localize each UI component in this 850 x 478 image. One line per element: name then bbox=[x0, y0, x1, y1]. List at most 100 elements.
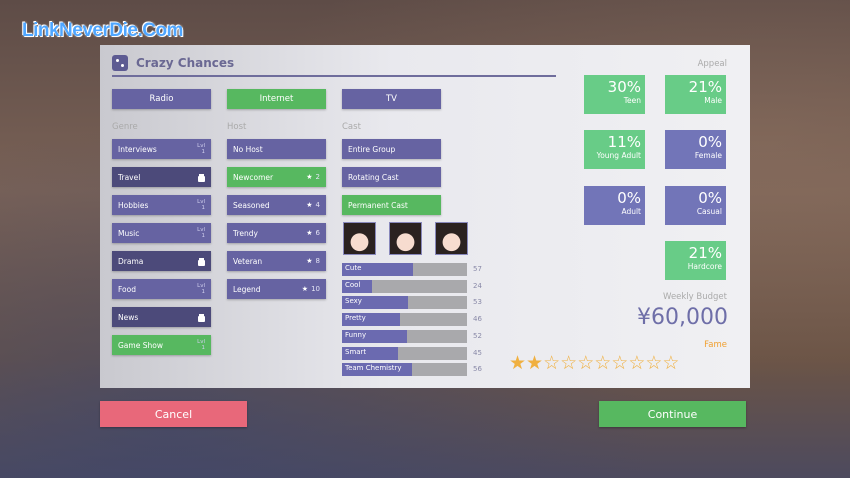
genre-label: Hobbies bbox=[118, 200, 149, 210]
continue-button[interactable]: Continue bbox=[599, 401, 746, 427]
host-label: Newcomer bbox=[233, 172, 274, 182]
tab-radio[interactable]: Radio bbox=[112, 89, 211, 109]
dice-icon bbox=[112, 55, 128, 71]
stat-bar-cute: Cute bbox=[342, 263, 467, 276]
appeal-heading: Appeal bbox=[697, 59, 727, 69]
watermark: LinkNeverDie.Com bbox=[22, 20, 183, 41]
cast-rotating-cast[interactable]: Rotating Cast bbox=[342, 167, 441, 187]
cast-portrait[interactable] bbox=[343, 222, 376, 255]
genre-meta: Lvl 1 bbox=[197, 339, 205, 351]
level-label: Lvl bbox=[197, 227, 205, 233]
stat-label: Cool bbox=[345, 280, 361, 289]
tab-internet[interactable]: Internet bbox=[227, 89, 326, 109]
stat-value: 24 bbox=[473, 281, 482, 290]
genre-game-show[interactable]: Game Show Lvl 1 bbox=[112, 335, 211, 355]
stat-value: 52 bbox=[473, 331, 482, 340]
stat-value: 57 bbox=[473, 265, 482, 273]
cast-entire-group[interactable]: Entire Group bbox=[342, 139, 441, 159]
star-icon: ★ bbox=[306, 257, 313, 265]
host-trendy[interactable]: Trendy ★ 6 bbox=[227, 223, 326, 243]
stat-label: Sexy bbox=[345, 297, 362, 306]
star-icon: ★ bbox=[306, 173, 313, 181]
stat-bar-funny: Funny bbox=[342, 329, 467, 343]
stat-value: 56 bbox=[473, 365, 482, 374]
genre-drama[interactable]: Drama bbox=[112, 251, 211, 271]
host-newcomer[interactable]: Newcomer ★ 2 bbox=[227, 167, 326, 187]
appeal-value: 0% bbox=[698, 133, 722, 151]
host-meta: ★ 6 bbox=[306, 229, 320, 237]
panel-title: Crazy Chances bbox=[112, 55, 234, 71]
genre-hobbies[interactable]: Hobbies Lvl 1 bbox=[112, 195, 211, 215]
host-heading: Host bbox=[227, 122, 247, 132]
appeal-casual: 0% Casual bbox=[665, 186, 726, 225]
fame-rating: ★ ★ ☆ ☆ ☆ ☆ ☆ ☆ ☆ ☆ bbox=[509, 353, 679, 373]
star-icon: ★ bbox=[301, 285, 309, 293]
star-icon: ★ bbox=[306, 201, 313, 209]
lock-icon bbox=[198, 259, 205, 266]
genre-heading: Genre bbox=[112, 122, 138, 132]
host-legend[interactable]: Legend ★ 10 bbox=[227, 279, 326, 299]
cast-portrait[interactable] bbox=[435, 222, 468, 255]
genre-meta: Lvl 1 bbox=[197, 143, 205, 155]
host-seasoned[interactable]: Seasoned ★ 4 bbox=[227, 195, 326, 215]
genre-label: Drama bbox=[118, 256, 144, 266]
stat-value: 46 bbox=[473, 315, 482, 324]
level-number: 1 bbox=[201, 289, 206, 295]
appeal-label: Adult bbox=[621, 207, 641, 216]
star-empty-icon: ☆ bbox=[628, 352, 646, 374]
appeal-value: 21% bbox=[688, 78, 722, 96]
appeal-value: 21% bbox=[688, 244, 722, 262]
stat-fill bbox=[342, 329, 407, 343]
cancel-button[interactable]: Cancel bbox=[100, 401, 247, 427]
stat-bar-pretty: Pretty bbox=[342, 313, 467, 327]
star-requirement: 6 bbox=[315, 229, 320, 237]
stat-value: 45 bbox=[473, 348, 482, 357]
show-title: Crazy Chances bbox=[136, 56, 235, 70]
genre-interviews[interactable]: Interviews Lvl 1 bbox=[112, 139, 211, 159]
genre-meta: Lvl 1 bbox=[197, 283, 205, 295]
stat-label: Cute bbox=[345, 264, 362, 272]
host-meta: ★ 10 bbox=[302, 285, 320, 293]
appeal-male: 21% Male bbox=[665, 75, 726, 114]
level-number: 1 bbox=[201, 345, 206, 351]
lock-icon bbox=[198, 315, 205, 322]
cast-portrait[interactable] bbox=[389, 222, 422, 255]
host-meta: ★ 8 bbox=[306, 257, 320, 265]
star-empty-icon: ☆ bbox=[662, 352, 680, 374]
genre-meta bbox=[198, 257, 205, 266]
appeal-label: Casual bbox=[696, 207, 722, 216]
genre-news[interactable]: News bbox=[112, 307, 211, 327]
genre-meta bbox=[198, 313, 205, 322]
star-filled-icon: ★ bbox=[509, 352, 527, 374]
host-no-host[interactable]: No Host bbox=[227, 139, 326, 159]
lock-icon bbox=[198, 175, 205, 182]
genre-food[interactable]: Food Lvl 1 bbox=[112, 279, 211, 299]
star-empty-icon: ☆ bbox=[560, 352, 578, 374]
cast-label: Permanent Cast bbox=[348, 200, 408, 210]
stat-fill bbox=[342, 296, 409, 310]
host-meta: ★ 2 bbox=[306, 173, 320, 181]
cast-permanent-cast[interactable]: Permanent Cast bbox=[342, 195, 441, 215]
star-requirement: 4 bbox=[315, 201, 320, 209]
stat-label: Team Chemistry bbox=[345, 364, 402, 373]
show-setup-panel: Crazy Chances Radio Internet TV Genre Host… bbox=[100, 45, 750, 388]
stat-value: 53 bbox=[473, 298, 482, 307]
level-indicator: Lvl 1 bbox=[197, 339, 205, 351]
genre-music[interactable]: Music Lvl 1 bbox=[112, 223, 211, 243]
appeal-hardcore: 21% Hardcore bbox=[665, 241, 726, 280]
genre-travel[interactable]: Travel bbox=[112, 167, 211, 187]
appeal-adult: 0% Adult bbox=[584, 186, 645, 225]
stat-fill bbox=[342, 313, 400, 327]
tab-tv[interactable]: TV bbox=[342, 89, 441, 109]
level-indicator: Lvl 1 bbox=[197, 143, 205, 155]
appeal-value: 11% bbox=[607, 133, 641, 151]
level-label: Lvl bbox=[197, 143, 205, 149]
host-veteran[interactable]: Veteran ★ 8 bbox=[227, 251, 326, 271]
star-icon: ★ bbox=[306, 229, 313, 237]
star-empty-icon: ☆ bbox=[611, 352, 629, 374]
title-divider bbox=[112, 75, 556, 77]
level-label: Lvl bbox=[197, 339, 205, 345]
cast-heading: Cast bbox=[342, 122, 361, 132]
level-number: 1 bbox=[201, 233, 206, 239]
star-empty-icon: ☆ bbox=[645, 352, 663, 374]
